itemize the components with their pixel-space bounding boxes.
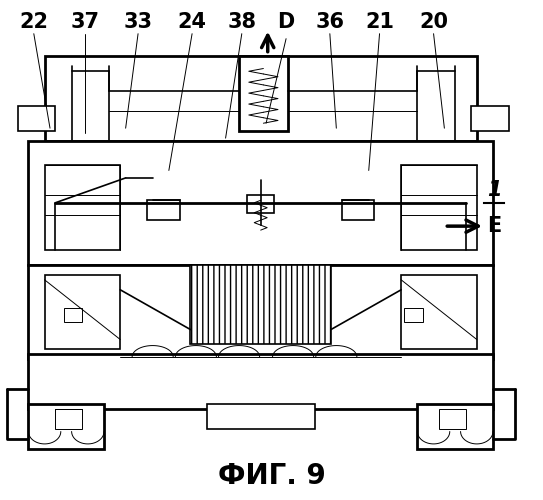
Bar [28, 354, 493, 409]
Text: 37: 37 [71, 12, 99, 32]
Bar [239, 56, 288, 130]
Bar [45, 275, 120, 349]
Bar [28, 140, 493, 265]
Bar [439, 409, 466, 429]
Bar [247, 196, 274, 212]
Bar [55, 409, 83, 429]
Bar [342, 200, 374, 220]
Text: 38: 38 [228, 12, 256, 32]
Text: D: D [277, 12, 295, 32]
Text: 20: 20 [419, 12, 448, 32]
Bar [471, 106, 509, 130]
Text: 33: 33 [124, 12, 153, 32]
Text: 1: 1 [487, 180, 501, 201]
Text: 21: 21 [365, 12, 394, 32]
Text: ФИГ. 9: ФИГ. 9 [218, 462, 325, 490]
Bar [404, 308, 423, 322]
Bar [147, 200, 180, 220]
Bar [401, 166, 477, 250]
Text: 22: 22 [20, 12, 48, 32]
Bar [191, 265, 331, 344]
Bar [45, 166, 120, 250]
Bar [45, 56, 477, 140]
Text: 24: 24 [178, 12, 206, 32]
Text: E: E [487, 216, 501, 236]
Bar [418, 404, 493, 449]
Text: 36: 36 [315, 12, 344, 32]
Bar [207, 404, 315, 429]
Bar [17, 106, 55, 130]
Bar [64, 308, 83, 322]
Bar [28, 404, 104, 449]
Bar [401, 275, 477, 349]
Bar [28, 265, 493, 360]
